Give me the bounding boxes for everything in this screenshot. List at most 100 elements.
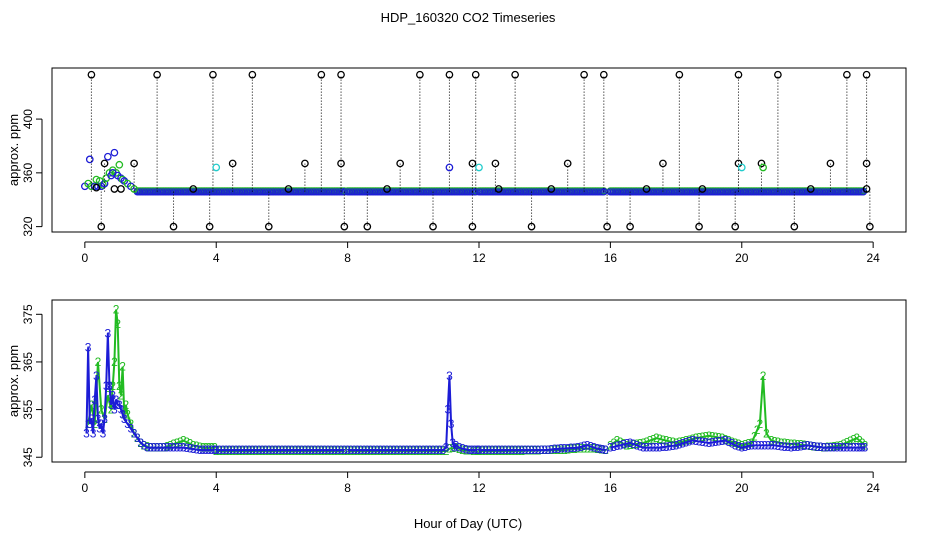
series-marker: 3: [190, 442, 197, 456]
series-marker: 3: [859, 441, 866, 455]
series-marker: 2: [196, 440, 203, 454]
series-marker: 3: [518, 443, 525, 457]
series-marker: 3: [630, 437, 637, 451]
series-marker: 3: [413, 443, 420, 457]
series-marker: 3: [558, 442, 565, 456]
series-marker: 3: [259, 443, 266, 457]
series-marker: 3: [262, 443, 269, 457]
x-tick-label: 24: [866, 481, 880, 495]
series-marker: 3: [344, 443, 351, 457]
series-marker: 3: [505, 443, 512, 457]
series-marker: 3: [548, 443, 555, 457]
series-marker: 3: [374, 443, 381, 457]
outlier-point: [737, 163, 746, 172]
spike-point: [866, 222, 874, 231]
series-marker: 3: [448, 417, 455, 431]
series-marker: 2: [834, 439, 841, 453]
spike-point: [468, 159, 477, 168]
spike-point: [87, 70, 96, 79]
series-marker: 2: [446, 442, 453, 456]
series-marker: 3: [528, 443, 535, 457]
series-marker: 2: [679, 434, 686, 448]
series-marker: 2: [760, 369, 767, 383]
spike-point: [189, 185, 198, 193]
series-marker: 3: [617, 438, 624, 452]
spike-point: [806, 185, 815, 193]
series-marker: 3: [338, 443, 345, 457]
series-marker: 3: [154, 441, 161, 455]
series-marker: 3: [86, 417, 93, 431]
series-marker: 3: [451, 441, 458, 455]
spike-point: [603, 222, 611, 231]
series-marker: 3: [856, 441, 863, 455]
series-marker: 3: [620, 438, 627, 452]
series-marker: 3: [568, 441, 575, 455]
series-marker: 3: [745, 439, 752, 453]
series-marker: 3: [538, 443, 545, 457]
spike-point: [626, 222, 634, 231]
series-marker: 3: [702, 435, 709, 449]
series-marker: 2: [702, 429, 709, 443]
series-marker: 2: [763, 426, 770, 440]
series-marker: 3: [765, 438, 772, 452]
series-marker: 3: [443, 441, 450, 455]
series-marker: 3: [321, 443, 328, 457]
early-point: [103, 152, 112, 161]
series-marker: 3: [279, 443, 286, 457]
series-marker: 3: [272, 443, 279, 457]
series-marker: 3: [397, 443, 404, 457]
series-marker: 3: [96, 422, 103, 436]
series-marker: 2: [113, 303, 120, 317]
series-marker: 2: [640, 436, 647, 450]
series-marker: 3: [108, 398, 115, 412]
series-marker: 2: [591, 442, 598, 456]
series-marker: 3: [104, 326, 111, 340]
series-marker: 2: [170, 437, 177, 451]
series-marker: 3: [853, 441, 860, 455]
series-marker: 3: [683, 435, 690, 449]
plot-frame: [51, 67, 907, 233]
series-marker: 3: [729, 437, 736, 451]
series-marker: 3: [742, 440, 749, 454]
series-marker: 3: [196, 443, 203, 457]
spike-point: [599, 70, 608, 79]
series-marker: 3: [840, 441, 847, 455]
series-marker: 2: [584, 442, 591, 456]
series-marker: 3: [637, 440, 644, 454]
series-marker: 3: [719, 434, 726, 448]
series-marker: 3: [469, 443, 476, 457]
series-marker: 3: [420, 443, 427, 457]
series-marker: 2: [771, 434, 778, 448]
series-marker: 3: [106, 379, 113, 393]
spike-point: [317, 70, 326, 79]
series-marker: 3: [597, 442, 604, 456]
series-marker: 3: [725, 435, 732, 449]
series-marker: 2: [709, 429, 716, 443]
series-marker: 3: [380, 443, 387, 457]
series-marker: 3: [453, 438, 460, 452]
series-marker: 3: [834, 441, 841, 455]
series-marker: 2: [738, 438, 745, 452]
series-marker: 3: [862, 441, 869, 455]
series-marker: 3: [137, 436, 144, 450]
series-marker: 3: [817, 440, 824, 454]
series-marker: 2: [205, 441, 212, 455]
series-marker: 3: [607, 441, 614, 455]
series-marker: 2: [208, 441, 215, 455]
series-marker: 3: [103, 379, 110, 393]
spike-point: [774, 70, 782, 79]
series-marker: 3: [676, 437, 683, 451]
series-marker: 2: [791, 437, 798, 451]
series-marker: 3: [100, 426, 107, 440]
series-line: [479, 444, 606, 452]
series-marker: 3: [390, 443, 397, 457]
series-marker: 3: [269, 443, 276, 457]
spike-point: [527, 222, 536, 231]
series-marker: 3: [623, 437, 630, 451]
series-marker: 2: [722, 432, 729, 446]
series-line: [347, 376, 478, 452]
spike-point: [862, 159, 871, 168]
series-marker: 2: [341, 444, 348, 458]
series-marker: 3: [495, 443, 502, 457]
series-marker: 3: [242, 443, 249, 457]
